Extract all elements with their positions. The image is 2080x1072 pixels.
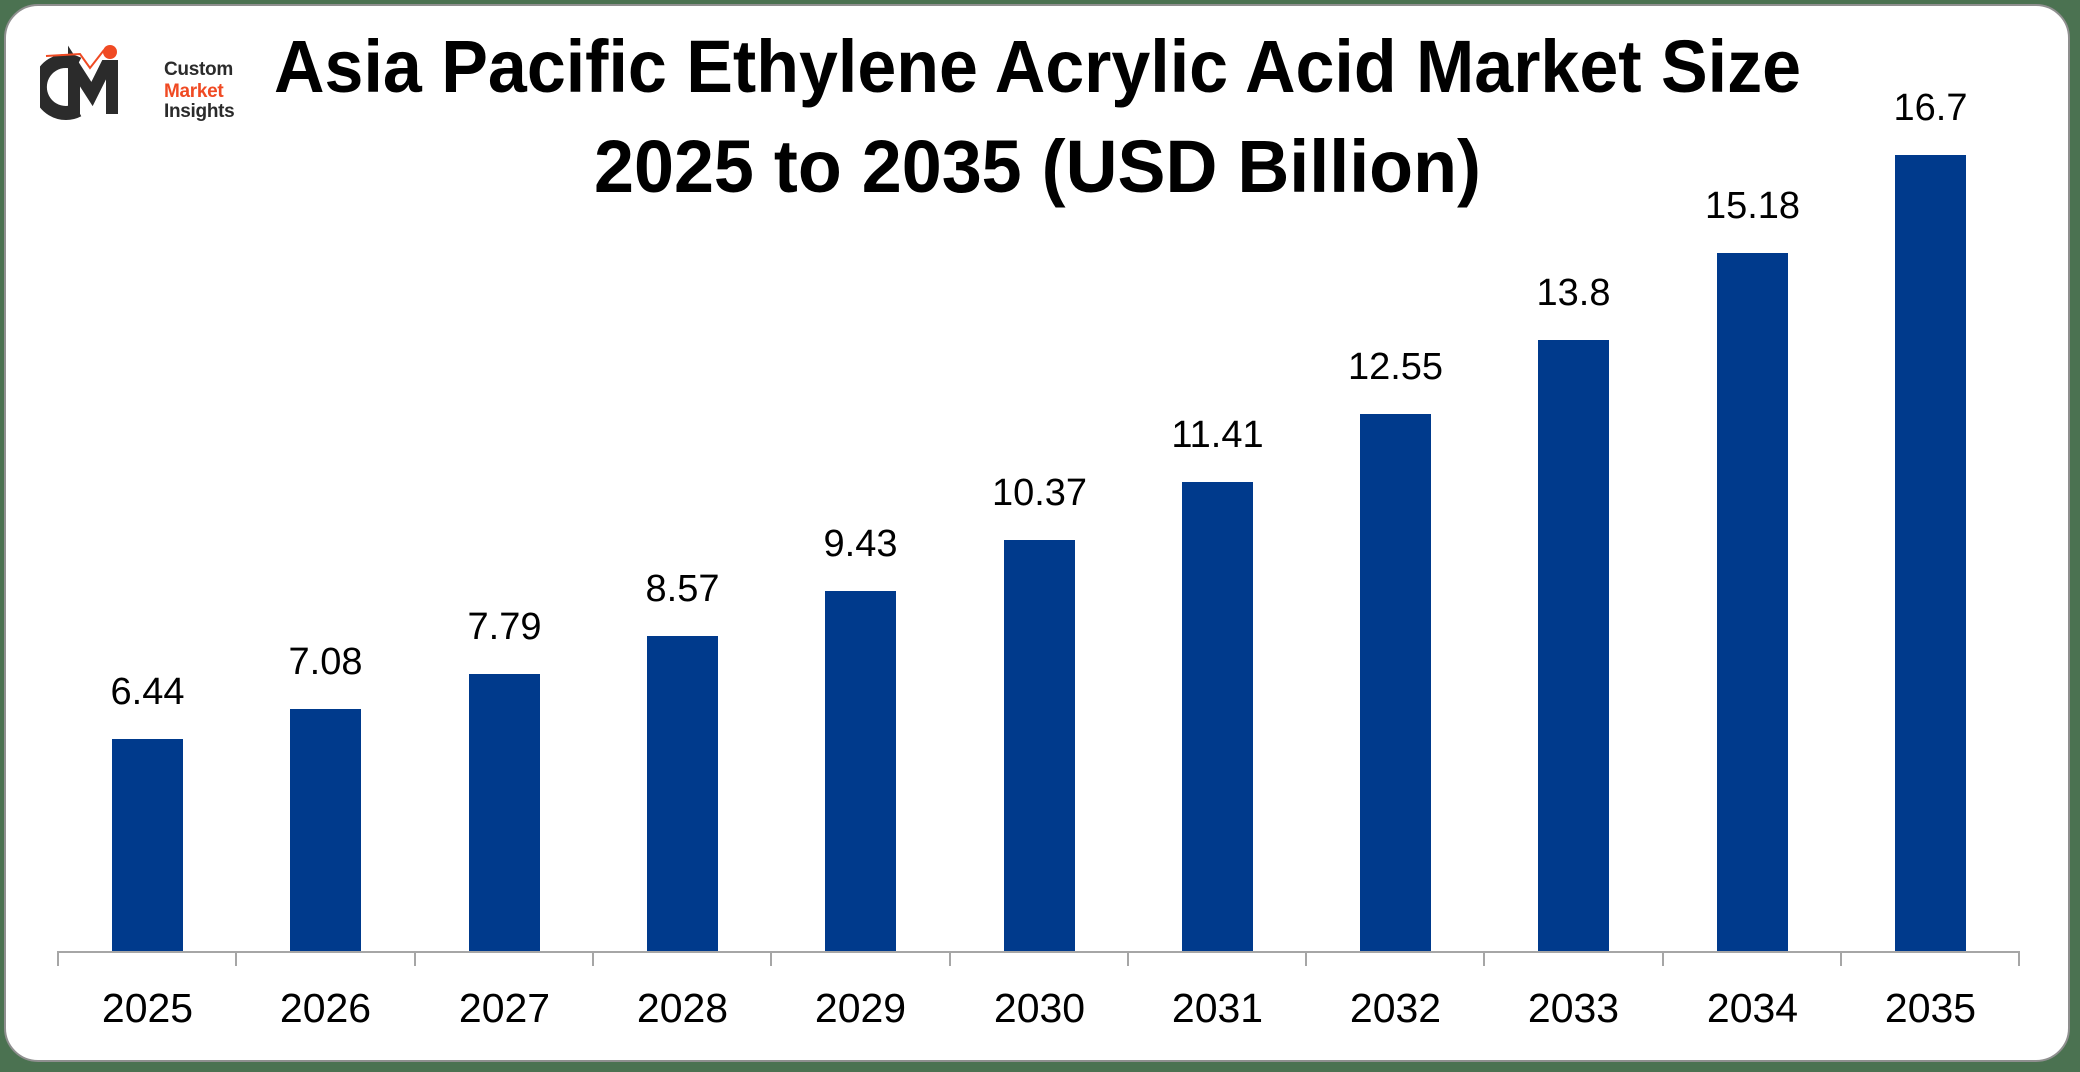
chart-title-line1: Asia Pacific Ethylene Acrylic Acid Marke…	[0, 30, 2077, 104]
x-axis-tick	[1305, 951, 1307, 966]
bar-2029	[825, 591, 896, 951]
x-axis-label-2035: 2035	[1884, 985, 1977, 1031]
x-axis-tick	[1662, 951, 1664, 966]
x-axis-label-2032: 2032	[1349, 985, 1442, 1031]
value-label-2029: 9.43	[823, 523, 898, 565]
logo-text-insights: Insights	[164, 101, 235, 122]
value-label-2028: 8.57	[645, 568, 720, 610]
x-axis-tick	[1483, 951, 1485, 966]
value-label-2030: 10.37	[991, 472, 1088, 514]
chart-title-text-1: Asia Pacific Ethylene Acrylic Acid Marke…	[273, 25, 1801, 108]
x-axis-label-2030: 2030	[993, 985, 1086, 1031]
x-axis-tick	[1840, 951, 1842, 966]
x-axis-tick	[1127, 951, 1129, 966]
value-label-2034: 15.18	[1704, 185, 1801, 227]
x-axis-tick	[949, 951, 951, 966]
bar-2025	[112, 739, 183, 951]
chart-title-line2: 2025 to 2035 (USD Billion)	[0, 130, 2077, 204]
x-axis-label-2028: 2028	[636, 985, 729, 1031]
x-axis-line	[57, 951, 2018, 953]
x-axis-label-2026: 2026	[279, 985, 372, 1031]
value-label-2025: 6.44	[110, 671, 185, 713]
value-label-2026: 7.08	[288, 641, 363, 683]
x-axis-tick	[592, 951, 594, 966]
value-label-2027: 7.79	[467, 606, 542, 648]
x-axis-label-2031: 2031	[1171, 985, 1264, 1031]
logo-text-custom: Custom	[164, 59, 233, 80]
bar-2027	[469, 674, 540, 951]
bar-2034	[1717, 253, 1788, 951]
x-axis-label-2025: 2025	[101, 985, 194, 1031]
chart-title-text-2: 2025 to 2035 (USD Billion)	[593, 125, 1481, 208]
value-label-2035: 16.7	[1893, 87, 1968, 129]
bar-2030	[1004, 540, 1075, 951]
x-axis-label-2034: 2034	[1706, 985, 1799, 1031]
x-axis-tick	[2018, 951, 2020, 966]
bar-2033	[1538, 340, 1609, 951]
value-label-2033: 13.8	[1536, 272, 1611, 314]
value-label-2031: 11.41	[1171, 414, 1264, 456]
value-label-2032: 12.55	[1347, 346, 1444, 388]
bar-2028	[647, 636, 718, 951]
company-logo: Custom Market Insights	[40, 44, 235, 124]
x-axis-label-2027: 2027	[458, 985, 551, 1031]
x-axis-label-2029: 2029	[814, 985, 907, 1031]
bar-2035	[1895, 155, 1966, 951]
bar-2026	[290, 709, 361, 951]
x-axis-tick	[57, 951, 59, 966]
logo-text-market: Market	[164, 81, 224, 102]
x-axis-tick	[770, 951, 772, 966]
x-axis-label-2033: 2033	[1527, 985, 1620, 1031]
bar-2031	[1182, 482, 1253, 951]
x-axis-tick	[414, 951, 416, 966]
bar-2032	[1360, 414, 1431, 951]
x-axis-tick	[235, 951, 237, 966]
cmi-logo-mark-icon	[40, 45, 118, 120]
